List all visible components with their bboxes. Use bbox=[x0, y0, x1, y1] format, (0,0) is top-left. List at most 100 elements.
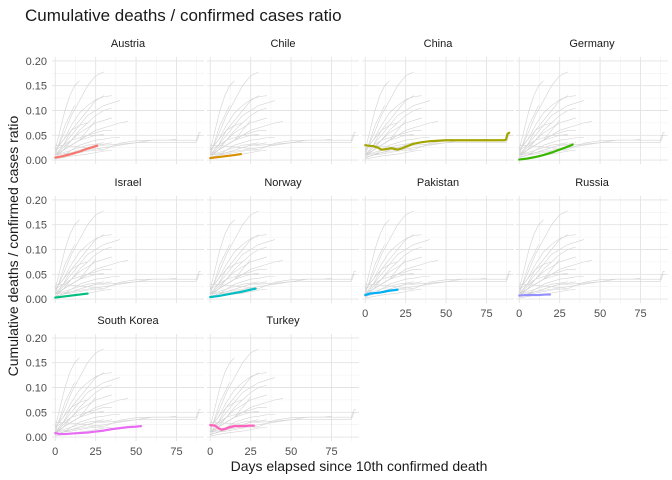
y-tick-label: 0.20 bbox=[26, 56, 47, 68]
background-series-line bbox=[518, 71, 568, 153]
background-series-line bbox=[518, 105, 539, 156]
background-series-line bbox=[55, 133, 104, 151]
background-series-line bbox=[55, 107, 112, 158]
y-axis-title: Cumulative deaths / confirmed cases rati… bbox=[5, 115, 21, 376]
background-series-line bbox=[54, 95, 112, 151]
panels-layer: Austria 0.00 0.05 0.10 0.15 0.20 Chile China Ger… bbox=[26, 38, 668, 458]
background-series-line bbox=[519, 138, 641, 156]
background-series-line bbox=[519, 259, 560, 295]
background-series-line bbox=[209, 348, 259, 430]
strip-label-germany: Germany bbox=[569, 38, 615, 50]
background-series-line bbox=[55, 410, 104, 428]
background-series-line bbox=[54, 80, 80, 151]
background-series-line bbox=[519, 107, 576, 158]
panel-pakistan: Pakistan 0 25 50 75 bbox=[362, 177, 514, 320]
background-series-line bbox=[209, 80, 235, 151]
background-series-line bbox=[210, 398, 284, 433]
background-series-line bbox=[518, 95, 576, 151]
background-series-line bbox=[209, 234, 267, 290]
background-series-line bbox=[55, 260, 129, 295]
background-series-line bbox=[55, 426, 104, 435]
series-line-norway bbox=[209, 287, 257, 299]
strip-label-pakistan: Pakistan bbox=[417, 177, 459, 189]
background-series-line bbox=[209, 95, 267, 151]
chart-title: Cumulative deaths / confirmed cases rati… bbox=[25, 6, 342, 25]
background-series-line bbox=[365, 288, 422, 299]
background-series-line bbox=[54, 210, 104, 292]
background-series-line bbox=[209, 382, 230, 433]
background-series-line bbox=[364, 100, 430, 156]
background-series-line bbox=[364, 219, 390, 290]
background-series-line bbox=[365, 271, 511, 289]
background-series-line bbox=[54, 372, 112, 428]
x-tick-label: 0 bbox=[52, 446, 58, 458]
y-tick-label: 0.15 bbox=[26, 358, 47, 370]
background-series-line bbox=[364, 122, 398, 151]
plot-area-pakistan bbox=[364, 210, 511, 299]
background-series-line bbox=[55, 120, 96, 156]
series-line-germany bbox=[518, 143, 574, 161]
series-line-chile bbox=[209, 152, 243, 160]
background-series-line bbox=[209, 100, 275, 156]
background-series-line bbox=[519, 273, 665, 297]
y-tick-label: 0.20 bbox=[26, 195, 47, 207]
y-tick-label: 0.15 bbox=[26, 220, 47, 232]
background-series-line bbox=[365, 256, 422, 295]
background-series-line bbox=[210, 411, 356, 435]
background-series-line bbox=[54, 244, 75, 295]
background-series-line bbox=[210, 426, 259, 435]
background-series-line bbox=[209, 105, 230, 156]
background-series-line bbox=[210, 107, 267, 158]
x-tick-label: 25 bbox=[245, 446, 257, 458]
background-series-line bbox=[55, 271, 201, 289]
x-tick-label: 50 bbox=[594, 308, 606, 320]
background-series-line bbox=[210, 138, 332, 156]
plot-area-norway bbox=[209, 210, 356, 299]
background-series-line bbox=[54, 357, 80, 428]
x-tick-label: 50 bbox=[130, 446, 142, 458]
strip-label-russia: Russia bbox=[575, 177, 610, 189]
background-series-line bbox=[518, 234, 576, 290]
background-series-line bbox=[519, 120, 560, 156]
plot-area-chile bbox=[209, 71, 356, 160]
background-series-line bbox=[519, 137, 584, 156]
background-series-line bbox=[518, 100, 584, 156]
background-series-line bbox=[55, 121, 129, 156]
background-series-line bbox=[210, 117, 267, 156]
x-tick-label: 0 bbox=[516, 308, 522, 320]
background-series-line bbox=[210, 273, 356, 297]
background-series-line bbox=[55, 132, 201, 150]
background-series-line bbox=[365, 149, 414, 158]
y-tick-label: 0.00 bbox=[26, 432, 47, 444]
y-tick-label: 0.15 bbox=[26, 81, 47, 93]
background-series-line bbox=[364, 261, 398, 290]
series-line-israel bbox=[54, 292, 89, 299]
background-series-line bbox=[209, 261, 243, 290]
background-series-line bbox=[210, 276, 275, 295]
background-series-line bbox=[209, 244, 230, 295]
background-series-line bbox=[210, 384, 267, 435]
background-series-line bbox=[365, 259, 406, 295]
background-series-line bbox=[209, 357, 235, 428]
background-series-line bbox=[210, 132, 356, 150]
background-series-line bbox=[209, 399, 243, 428]
background-series-line bbox=[54, 348, 104, 430]
background-series-line bbox=[210, 272, 259, 290]
background-series-line bbox=[55, 415, 177, 433]
background-series-line bbox=[365, 276, 430, 295]
x-tick-label: 75 bbox=[480, 308, 492, 320]
y-tick-label: 0.00 bbox=[26, 155, 47, 167]
plot-area-turkey bbox=[209, 348, 356, 437]
background-series-line bbox=[365, 121, 439, 156]
background-series-line bbox=[365, 137, 430, 156]
panel-south-korea: South Korea 0.00 0.05 0.10 0.15 0.20 0 25 50 75 bbox=[26, 315, 204, 458]
background-series-line bbox=[364, 210, 414, 292]
y-tick-label: 0.05 bbox=[26, 407, 47, 419]
background-series-line bbox=[54, 219, 80, 290]
y-tick-label: 0.20 bbox=[26, 333, 47, 345]
background-series-line bbox=[210, 121, 284, 156]
background-series-line bbox=[519, 276, 584, 295]
background-series-line bbox=[55, 394, 112, 433]
background-series-line bbox=[209, 372, 267, 428]
